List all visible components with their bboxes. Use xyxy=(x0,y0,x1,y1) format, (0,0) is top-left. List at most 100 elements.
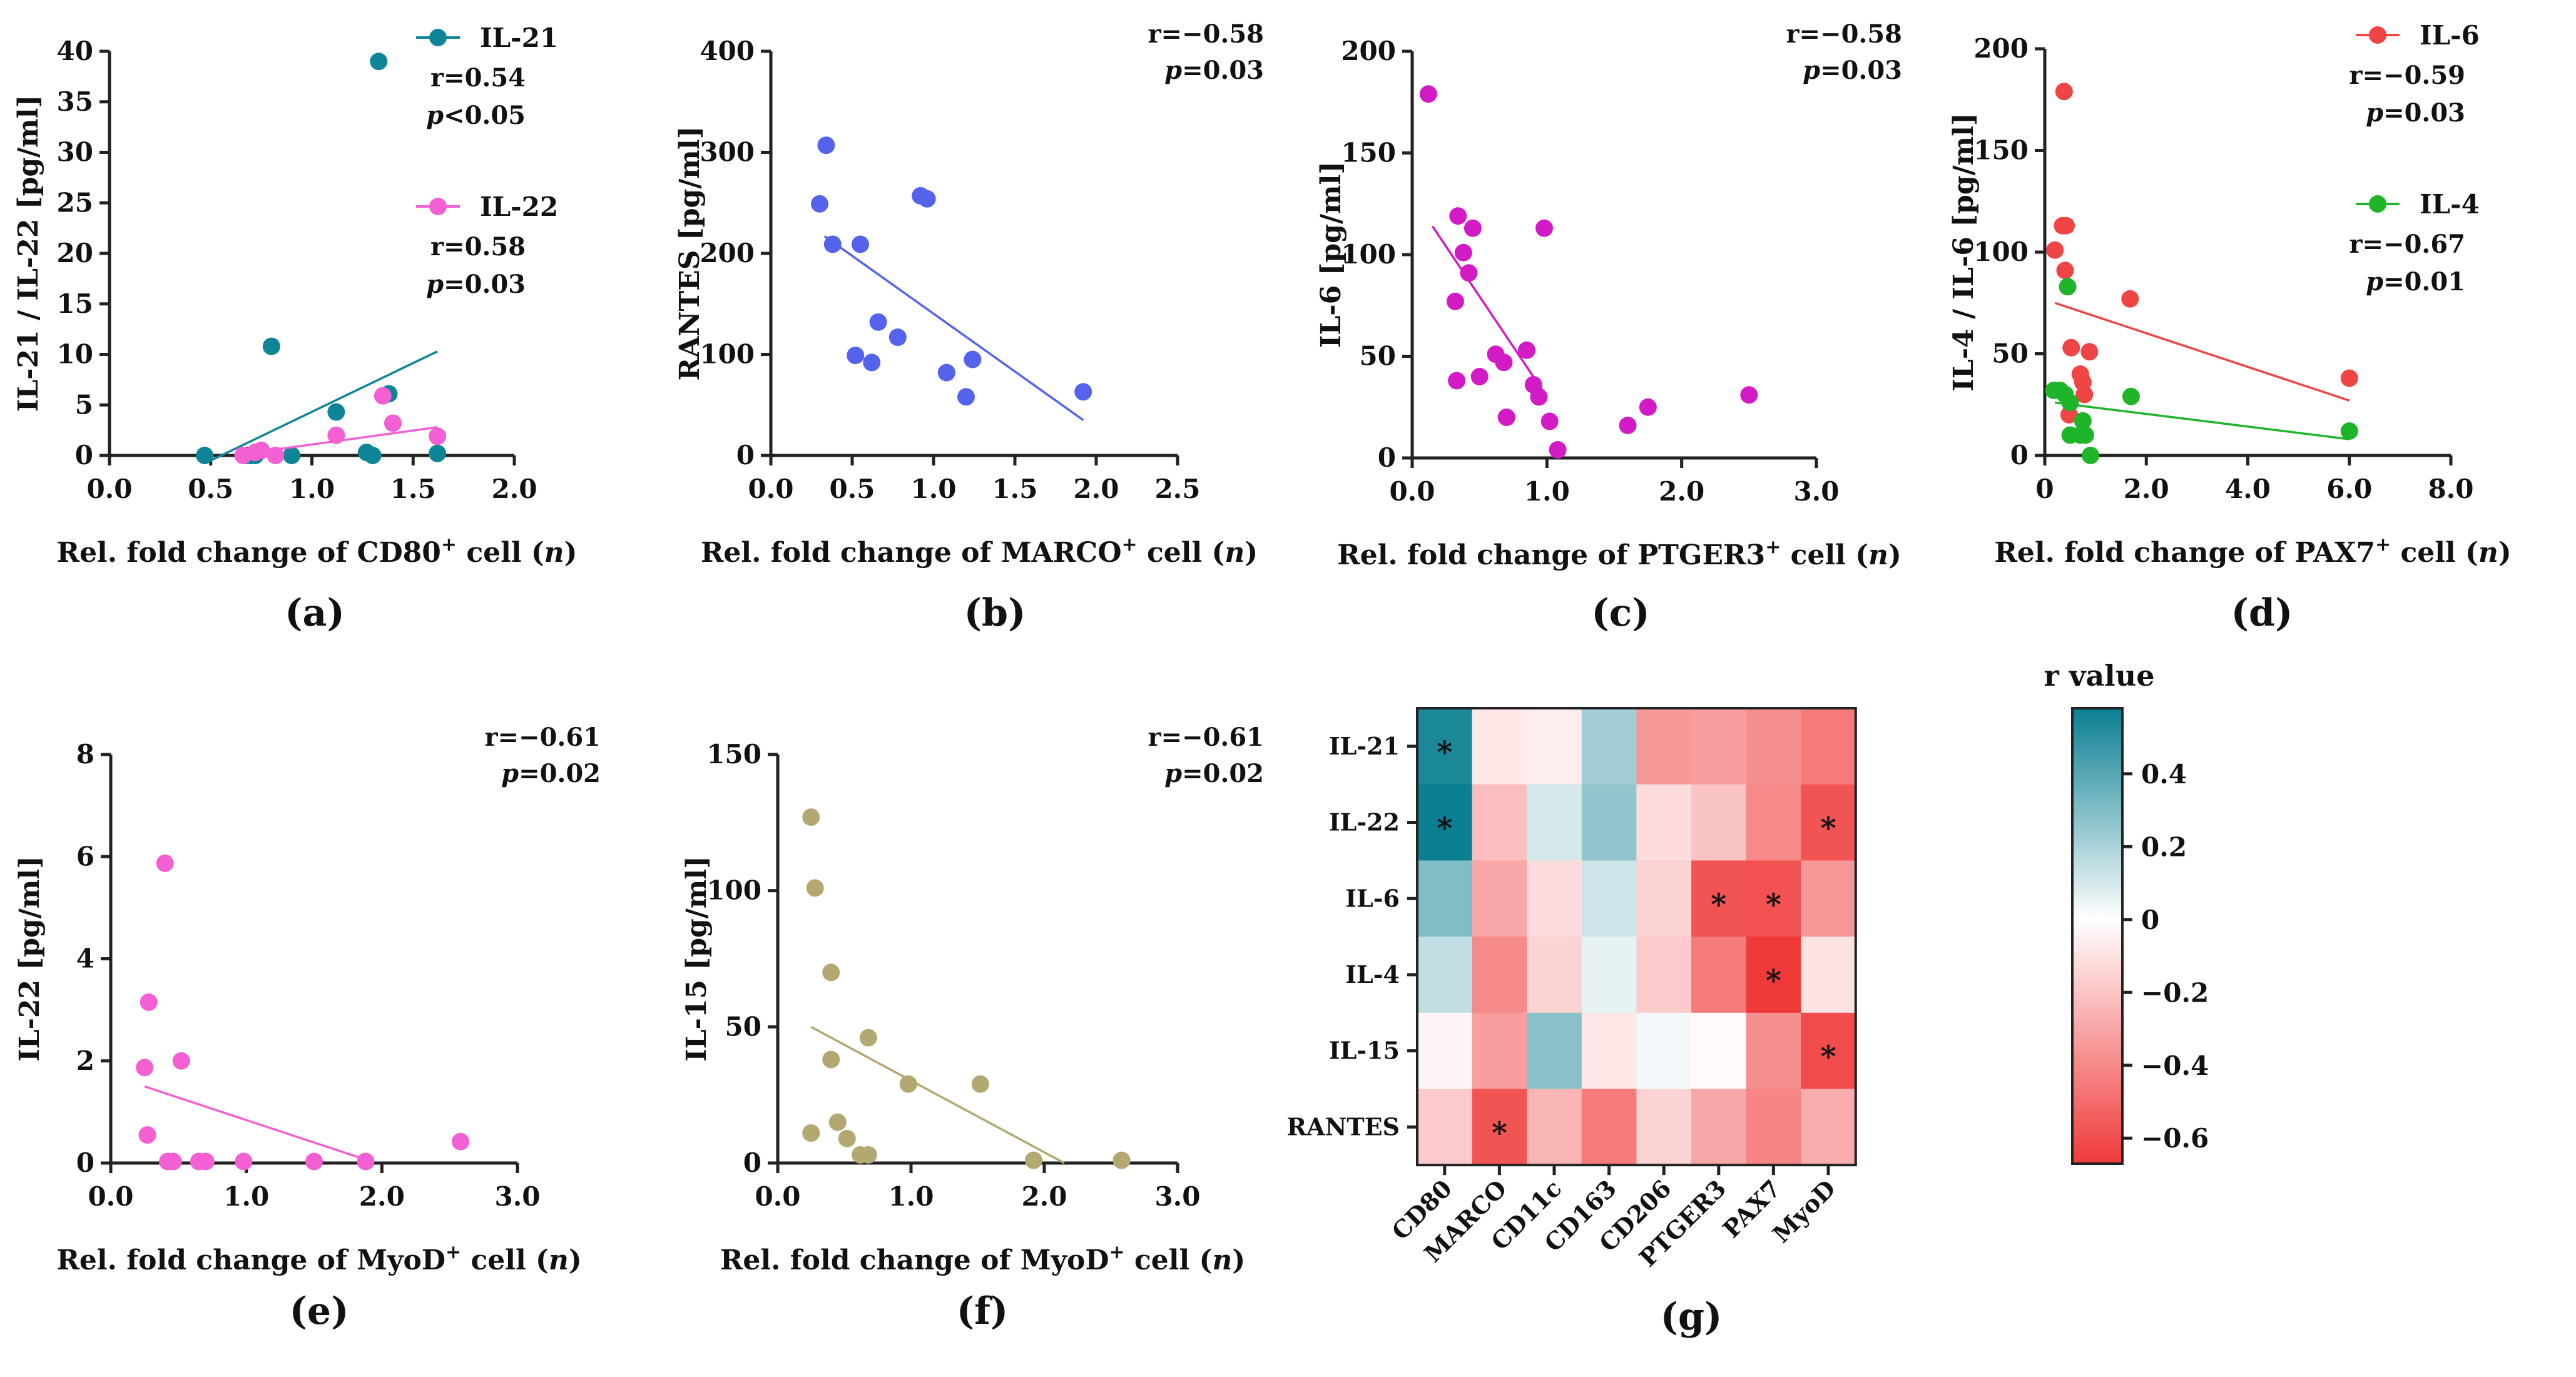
data-point xyxy=(971,1075,989,1093)
significance-star: * xyxy=(1766,887,1781,922)
data-point xyxy=(267,447,285,464)
x-axis-label-main: Rel. fold change of MyoD xyxy=(720,1244,1109,1276)
heatmap-cell xyxy=(1417,708,1473,785)
stat-p: p=0.02 xyxy=(501,759,601,788)
data-point xyxy=(838,1129,856,1147)
heatmap-cell xyxy=(1746,784,1801,861)
heatmap-cell xyxy=(1691,860,1747,937)
x-axis-label-tail: cell ( xyxy=(1781,539,1868,571)
y-tick-label: 50 xyxy=(1992,338,2029,369)
x-axis-label-var: n xyxy=(549,1244,569,1276)
x-axis-label-end: ) xyxy=(1232,1244,1245,1276)
heatmap-cell xyxy=(1472,937,1527,1014)
x-tick-label: 1.5 xyxy=(390,474,436,504)
data-point xyxy=(1454,243,1472,262)
col-label: MyoD xyxy=(1767,1174,1841,1248)
data-point xyxy=(156,854,174,872)
data-point xyxy=(136,1059,154,1077)
x-axis-label-sup: + xyxy=(441,534,457,556)
x-axis-label-var: n xyxy=(1212,1244,1232,1276)
data-point xyxy=(1460,264,1478,282)
x-axis-label-main: Rel. fold change of PAX7 xyxy=(1994,537,2375,569)
y-tick-label: 150 xyxy=(1973,135,2029,166)
y-tick-label: 300 xyxy=(700,137,755,168)
x-tick-label: 2.0 xyxy=(1073,474,1119,504)
y-tick-label: 35 xyxy=(57,86,93,117)
y-tick-label: 0 xyxy=(743,1147,761,1178)
scatter-panel-d: 0 50 100 150 200 0 2.0 4.0 6.0 8.0 IL-4 / IL-6 [pg… xyxy=(1948,20,2512,635)
legend-p-symbol: p xyxy=(2366,98,2383,128)
y-tick-label: 150 xyxy=(1341,138,1396,168)
panel-label: (a) xyxy=(285,591,345,635)
legend-marker xyxy=(2369,26,2386,44)
heatmap-cell xyxy=(1527,708,1582,785)
y-axis-label: IL-4 / IL-6 [pg/ml] xyxy=(1948,113,1980,391)
data-point xyxy=(888,328,907,347)
x-axis-label: Rel. fold change of PTGER3+ cell (n) xyxy=(1337,536,1901,571)
heatmap-cell xyxy=(1691,1012,1747,1090)
y-tick-label: 6 xyxy=(76,841,94,871)
x-tick-label: 3.0 xyxy=(494,1181,540,1212)
stat-p-value: =0.02 xyxy=(1182,759,1264,788)
x-axis-label-main: Rel. fold change of CD80 xyxy=(57,537,441,569)
colorbar-title: r value xyxy=(2044,659,2155,693)
legend-il-4: IL-4 r=−0.67 p=0.01 xyxy=(2349,189,2479,297)
x-tick-label: 0 xyxy=(2035,474,2054,504)
heatmap-cell xyxy=(1417,1089,1473,1166)
x-axis-label-main: Rel. fold change of MyoD xyxy=(56,1244,445,1276)
heatmap-cell xyxy=(1636,937,1692,1014)
y-tick-label: 200 xyxy=(700,238,755,268)
y-tick-label: 150 xyxy=(706,739,761,770)
legend-r: r=0.54 xyxy=(430,63,526,93)
data-point xyxy=(1470,368,1489,385)
significance-star: * xyxy=(1820,811,1836,846)
panel-label: (c) xyxy=(1591,591,1649,635)
x-axis-label-tail: cell ( xyxy=(1125,1244,1213,1276)
legend-label: IL-22 xyxy=(480,191,558,222)
data-point xyxy=(822,963,840,982)
y-tick-label: 50 xyxy=(1360,341,1396,372)
heatmap-cell xyxy=(1581,1012,1637,1090)
data-point xyxy=(869,313,887,331)
heatmap-panel-g: ** ** ****IL-21IL-22IL-6IL-4IL-15RANTESCD8… xyxy=(1287,659,2209,1339)
stat-p: p=0.02 xyxy=(1164,759,1264,788)
data-point xyxy=(357,1152,375,1171)
heatmap-cell xyxy=(1581,708,1637,785)
colorbar-tick-label: 0.4 xyxy=(2141,759,2187,790)
heatmap-cell xyxy=(1691,784,1747,861)
y-tick-label: 100 xyxy=(1341,239,1396,270)
data-point xyxy=(364,447,382,464)
data-point xyxy=(140,993,158,1011)
scatter-panel-f: 0 50 100 150 0.0 1.0 2.0 3.0 IL-15 [pg/ml] Rel. f… xyxy=(681,723,1264,1333)
legend-p-value: <0.05 xyxy=(444,101,526,130)
data-point xyxy=(1639,398,1657,416)
data-point xyxy=(2080,343,2099,361)
panel-label: (d) xyxy=(2231,591,2293,635)
heatmap-cell xyxy=(1691,937,1747,1014)
series-rantes xyxy=(811,136,1092,421)
data-point xyxy=(374,387,392,405)
heatmap-cell xyxy=(1527,1089,1582,1166)
x-axis-label-end: ) xyxy=(2498,537,2512,569)
legend-r: r=−0.67 xyxy=(2349,230,2465,259)
y-tick-label: 100 xyxy=(706,875,761,906)
data-point xyxy=(1446,292,1464,310)
x-axis-label-end: ) xyxy=(569,1244,582,1276)
scatter-panel-a: 0 5 10 15 20 25 30 35 40 0.0 0.5 1.0 1.5 2.0 IL-21 / I… xyxy=(13,23,578,635)
x-tick-label: 1.0 xyxy=(223,1181,269,1212)
legend-label: IL-21 xyxy=(480,23,558,53)
data-point xyxy=(1419,85,1437,103)
data-point xyxy=(2059,278,2077,296)
x-axis-label: Rel. fold change of MyoD+ cell (n) xyxy=(56,1241,581,1276)
y-axis-label: IL-22 [pg/ml] xyxy=(14,856,46,1062)
data-point xyxy=(2074,412,2092,430)
legend-il-22: IL-22 r=0.58 p=0.03 xyxy=(416,191,558,299)
data-point xyxy=(2062,338,2080,357)
data-point xyxy=(429,427,447,445)
legend-p-symbol: p xyxy=(426,101,444,130)
heatmap-cell xyxy=(1801,1089,1856,1166)
stat-p: p=0.03 xyxy=(1803,56,1902,85)
x-tick-label: 8.0 xyxy=(2428,474,2473,504)
legend-marker xyxy=(2369,195,2386,213)
data-point xyxy=(262,337,280,355)
